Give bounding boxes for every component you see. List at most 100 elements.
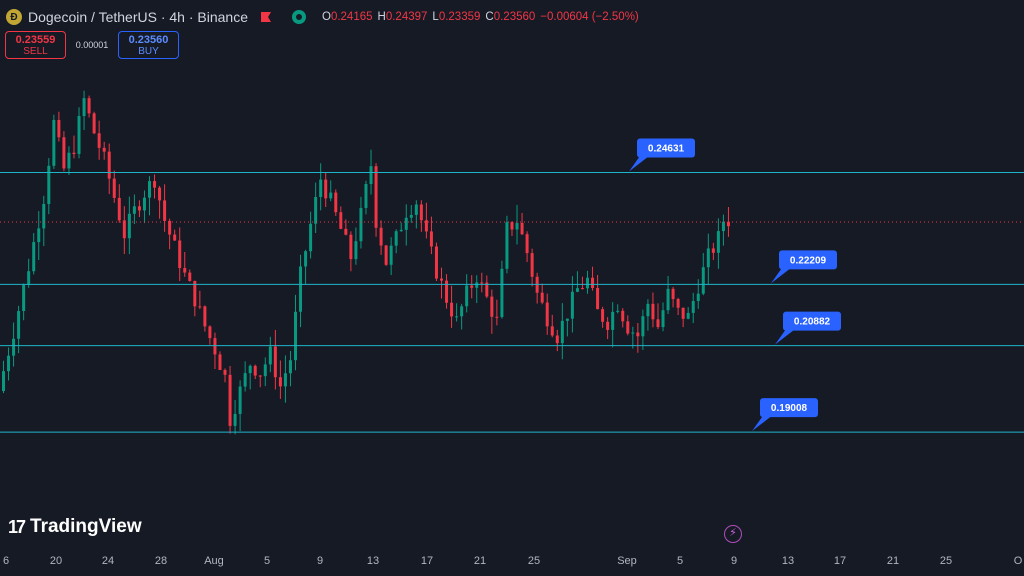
candle-body	[203, 306, 207, 327]
flag-icon[interactable]	[260, 11, 272, 23]
candle-body	[314, 197, 318, 224]
candle-body	[656, 319, 660, 328]
candle-body	[309, 223, 313, 252]
candle-body	[223, 369, 227, 375]
sell-button[interactable]: 0.23559 SELL	[5, 31, 66, 59]
candle-body	[575, 288, 579, 292]
candle-body	[450, 302, 454, 317]
candle-body	[555, 335, 559, 344]
candle-body	[409, 214, 413, 218]
candle-body	[429, 231, 433, 247]
candle-body	[369, 166, 373, 184]
buy-price: 0.23560	[128, 34, 169, 46]
candle-body	[102, 147, 106, 152]
candle-body	[77, 116, 81, 154]
candle-body	[339, 212, 343, 229]
candle-body	[706, 248, 710, 268]
candle-body	[142, 197, 146, 211]
candle-body	[112, 178, 116, 198]
candle-body	[294, 311, 297, 361]
candle-body	[228, 374, 232, 426]
lightning-icon[interactable]: ⚡	[724, 525, 742, 543]
candle-body	[596, 288, 600, 310]
candle-body	[485, 282, 489, 297]
candle-body	[107, 151, 111, 179]
candle-body	[661, 310, 665, 328]
candle-body	[97, 133, 101, 148]
candle-body	[263, 364, 267, 377]
candle-body	[399, 229, 403, 232]
candle-body	[480, 282, 484, 284]
candle-body	[72, 152, 76, 154]
candle-body	[349, 234, 353, 260]
candle-body	[636, 332, 640, 337]
symbol-title[interactable]: Dogecoin / TetherUS · 4h · Binance	[28, 9, 248, 25]
candle-body	[510, 222, 514, 230]
candle-body	[27, 271, 31, 285]
candle-body	[188, 272, 192, 281]
candle-body	[92, 113, 96, 134]
level-flag[interactable]	[783, 311, 841, 331]
level-flag-label: 0.22209	[790, 255, 827, 266]
candle-body	[334, 192, 338, 213]
candle-body	[364, 183, 368, 208]
x-tick-label: 9	[317, 555, 323, 567]
x-tick-label: 9	[731, 555, 737, 567]
candle-body	[22, 284, 26, 312]
ohlc-values: O0.24165 H0.24397 L0.23359 C0.23560 −0.0…	[321, 11, 639, 23]
candle-body	[580, 288, 584, 290]
x-tick-label: 28	[155, 555, 167, 567]
buy-button[interactable]: 0.23560 BUY	[118, 31, 179, 59]
candle-body	[52, 119, 56, 166]
sell-label: SELL	[23, 46, 48, 57]
candle-body	[460, 306, 464, 317]
candle-body	[394, 231, 398, 246]
candle-body	[7, 355, 11, 372]
candle-body	[530, 253, 534, 277]
candle-body	[344, 228, 348, 235]
candle-body	[178, 240, 182, 269]
candle-body	[505, 222, 509, 269]
candle-body	[611, 311, 615, 330]
level-flag-label: 0.20882	[794, 317, 831, 328]
candle-body	[198, 306, 202, 308]
candle-body	[424, 220, 428, 232]
candle-body	[319, 179, 323, 198]
candlestick-series	[0, 90, 1024, 435]
candle-body	[304, 251, 308, 267]
dogecoin-icon: Ð	[6, 9, 22, 25]
candle-body	[2, 371, 5, 391]
tradingview-logo[interactable]: 17 TradingView	[8, 516, 142, 538]
candle-body	[238, 386, 242, 414]
candle-body	[32, 242, 36, 272]
candle-body	[384, 245, 388, 265]
candle-body	[163, 200, 167, 221]
candle-body	[621, 310, 625, 322]
candle-body	[470, 285, 474, 288]
candle-body	[671, 288, 675, 300]
level-flag-pointer	[752, 414, 774, 432]
candle-body	[616, 310, 620, 312]
candle-body	[299, 266, 303, 312]
candle-body	[726, 221, 730, 227]
candle-body	[419, 204, 423, 221]
candle-body	[168, 220, 172, 235]
candle-body	[490, 296, 494, 317]
candle-body	[716, 231, 720, 253]
level-flag[interactable]	[760, 398, 818, 418]
x-tick-label: O	[1014, 555, 1023, 567]
level-flag[interactable]	[779, 250, 837, 270]
x-tick-label: 13	[782, 555, 794, 567]
x-tick-label: 25	[528, 555, 540, 567]
candle-body	[17, 311, 21, 339]
candle-body	[87, 98, 91, 114]
x-axis: 6 20 24 28 Aug 5 9 13 17 21 25 Sep 5 9 13 17 21 25 O	[3, 555, 1023, 567]
candle-body	[273, 346, 277, 378]
x-tick-label: Aug	[204, 555, 224, 567]
candle-body	[354, 241, 358, 260]
x-tick-label: 20	[50, 555, 62, 567]
market-status-icon[interactable]	[291, 10, 306, 24]
level-flag[interactable]	[637, 138, 695, 158]
x-tick-label: 6	[3, 555, 9, 567]
